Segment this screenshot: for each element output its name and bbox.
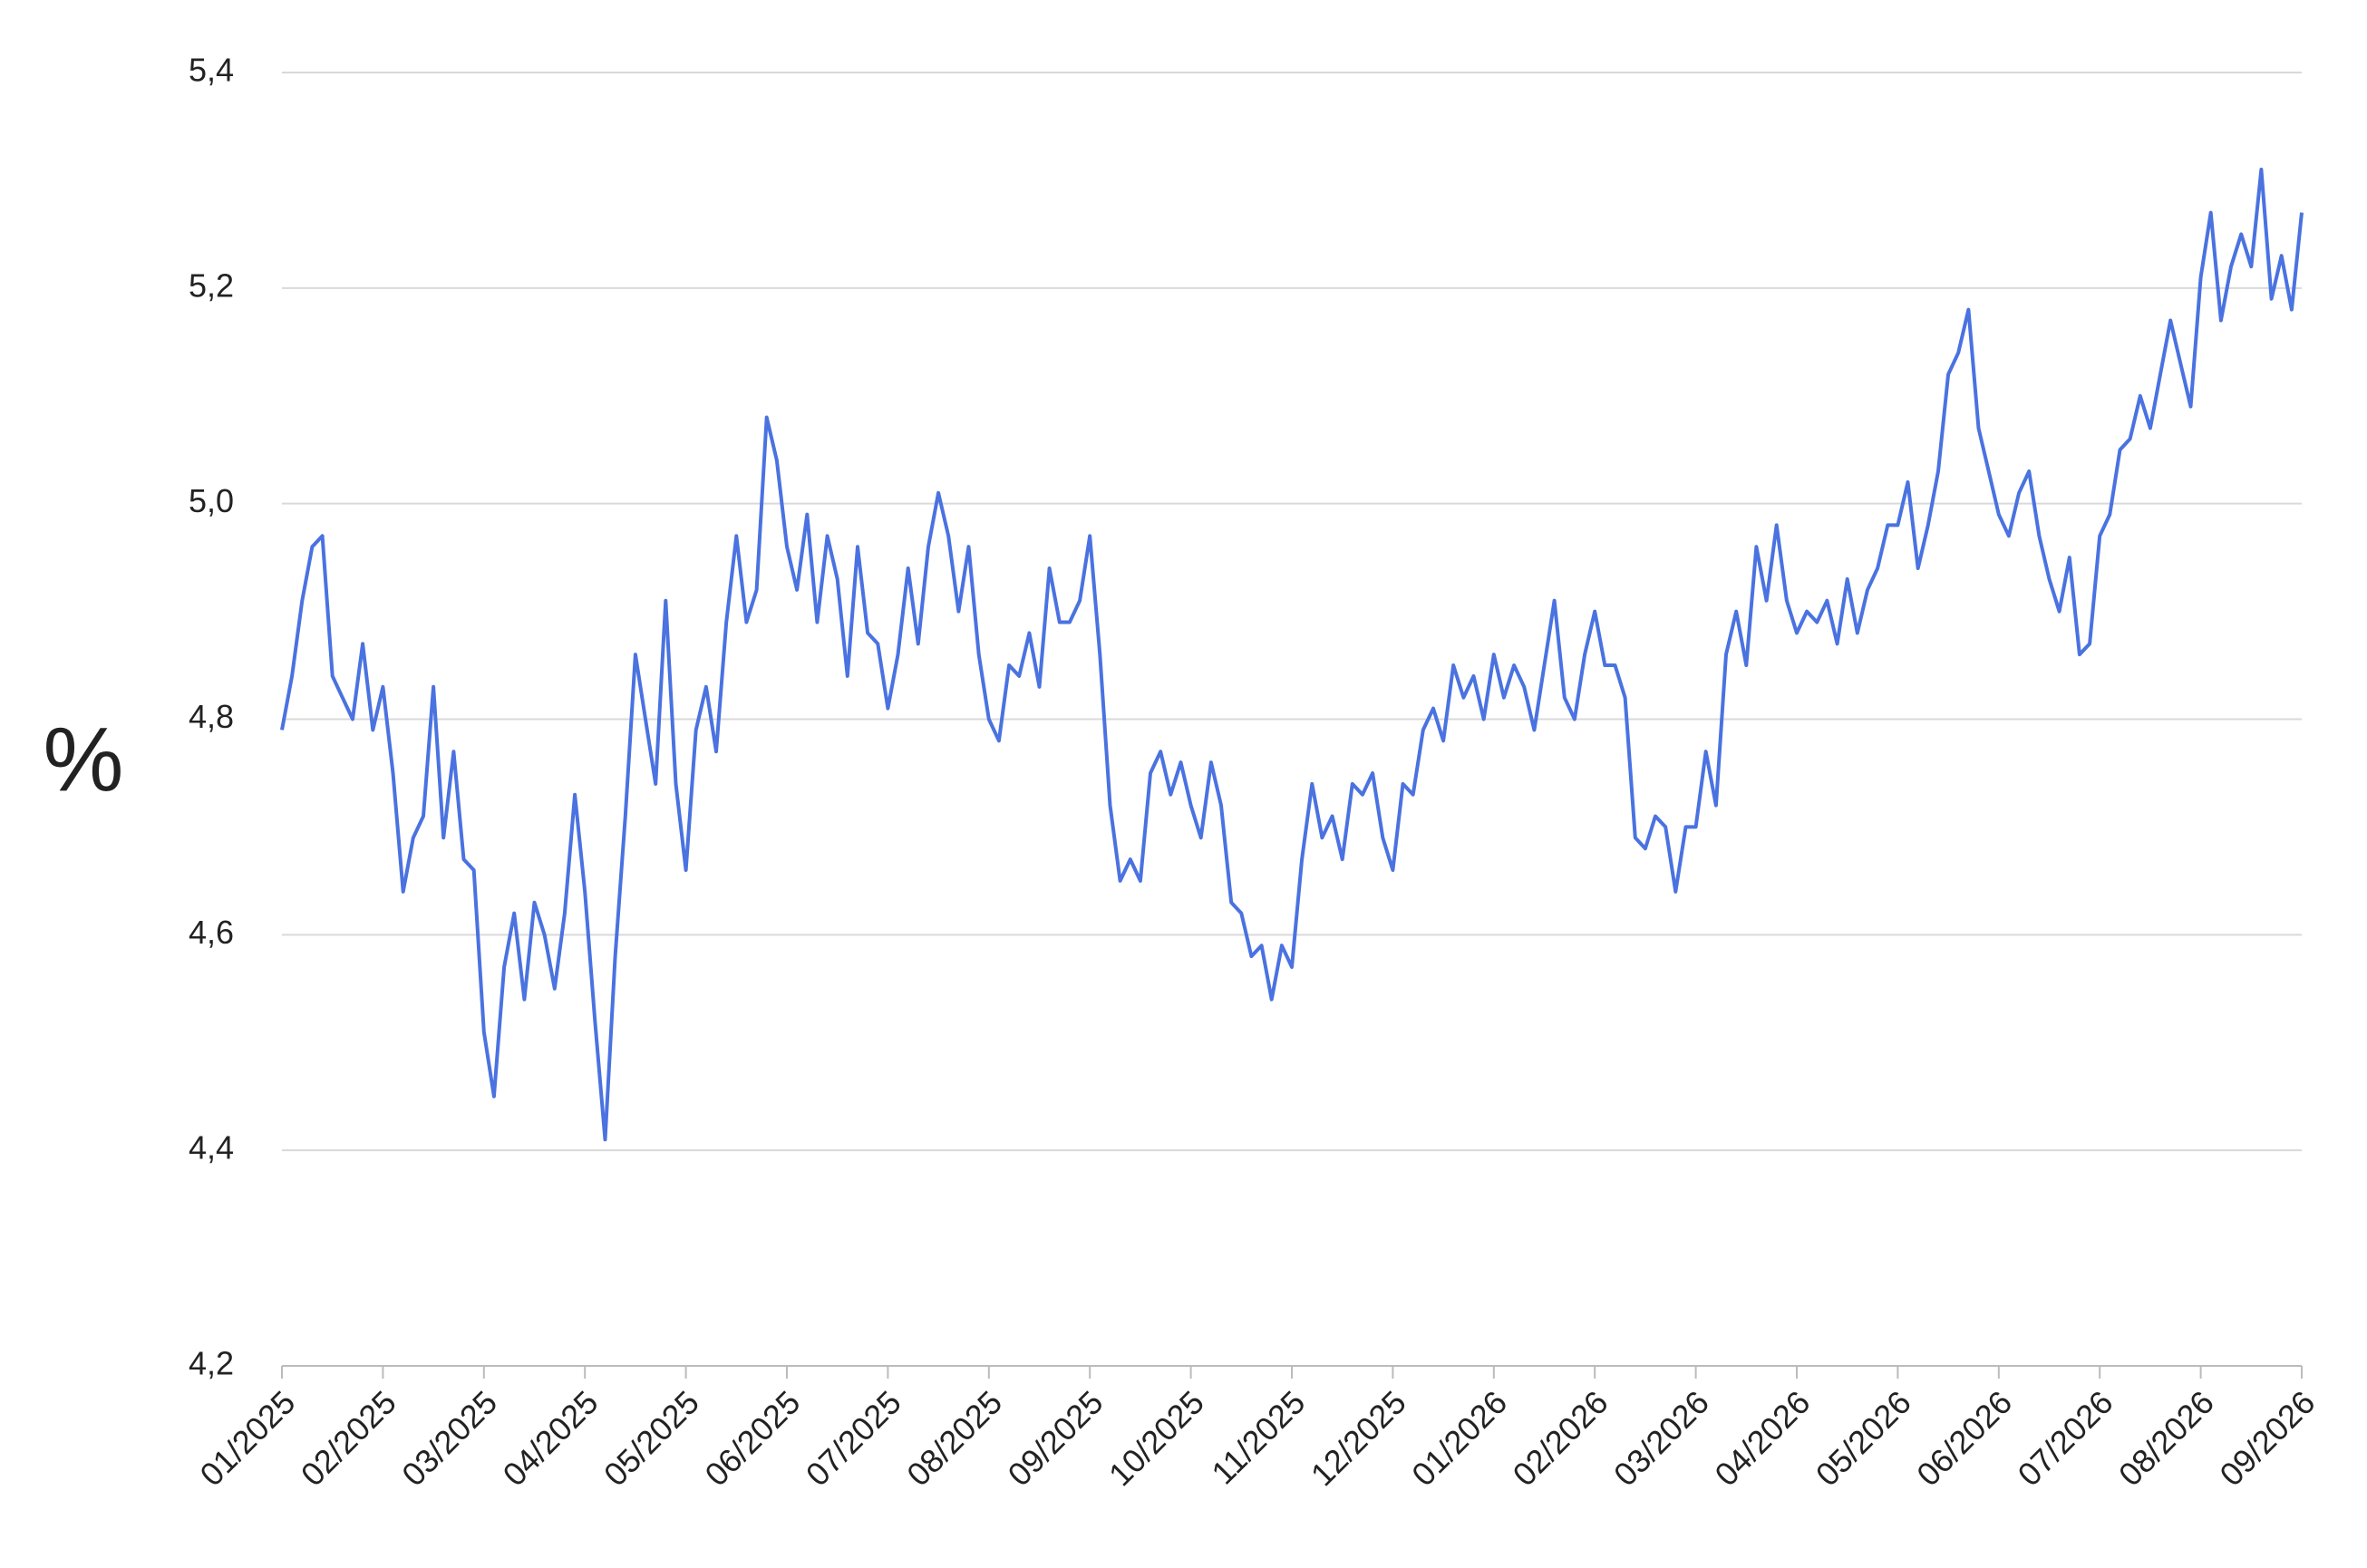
x-tick-label: 04/2026 <box>1707 1383 1817 1493</box>
y-tick-label: 4,4 <box>189 1129 234 1166</box>
y-tick-label: 4,2 <box>189 1345 234 1382</box>
x-tick-label: 11/2025 <box>1204 1383 1312 1491</box>
y-tick-label: 5,2 <box>189 266 234 304</box>
x-tick-label: 10/2025 <box>1101 1383 1211 1493</box>
y-tick-label: 4,6 <box>189 914 234 951</box>
x-tick-label: 07/2025 <box>799 1383 908 1493</box>
x-tick-label: 08/2026 <box>2111 1383 2221 1493</box>
x-tick-label: 01/2026 <box>1404 1383 1514 1493</box>
y-tick-label: 5,0 <box>189 482 234 519</box>
x-tick-label: 02/2026 <box>1506 1383 1615 1493</box>
x-tick-label: 07/2026 <box>2011 1383 2120 1493</box>
data-line <box>280 168 2304 1142</box>
x-tick-label: 01/2025 <box>192 1383 302 1493</box>
x-tick-label: 09/2025 <box>1001 1383 1111 1493</box>
x-tick-label: 03/2025 <box>394 1383 504 1493</box>
y-tick-label: 5,4 <box>189 52 234 89</box>
x-tick-label: 08/2025 <box>899 1383 1009 1493</box>
x-tick-label: 12/2025 <box>1304 1383 1413 1493</box>
x-tick-label: 09/2026 <box>2212 1383 2322 1493</box>
x-tick-label: 03/2026 <box>1606 1383 1716 1493</box>
x-tick-label: 06/2025 <box>697 1383 807 1493</box>
x-tick-label: 04/2025 <box>496 1383 606 1493</box>
x-tick-label: 05/2026 <box>1809 1383 1918 1493</box>
y-axis-label: % <box>44 709 124 810</box>
y-tick-label: 4,8 <box>189 698 234 735</box>
x-tick-label: 06/2026 <box>1909 1383 2019 1493</box>
x-tick-label: 02/2025 <box>294 1383 403 1493</box>
x-tick-label: 05/2025 <box>597 1383 706 1493</box>
